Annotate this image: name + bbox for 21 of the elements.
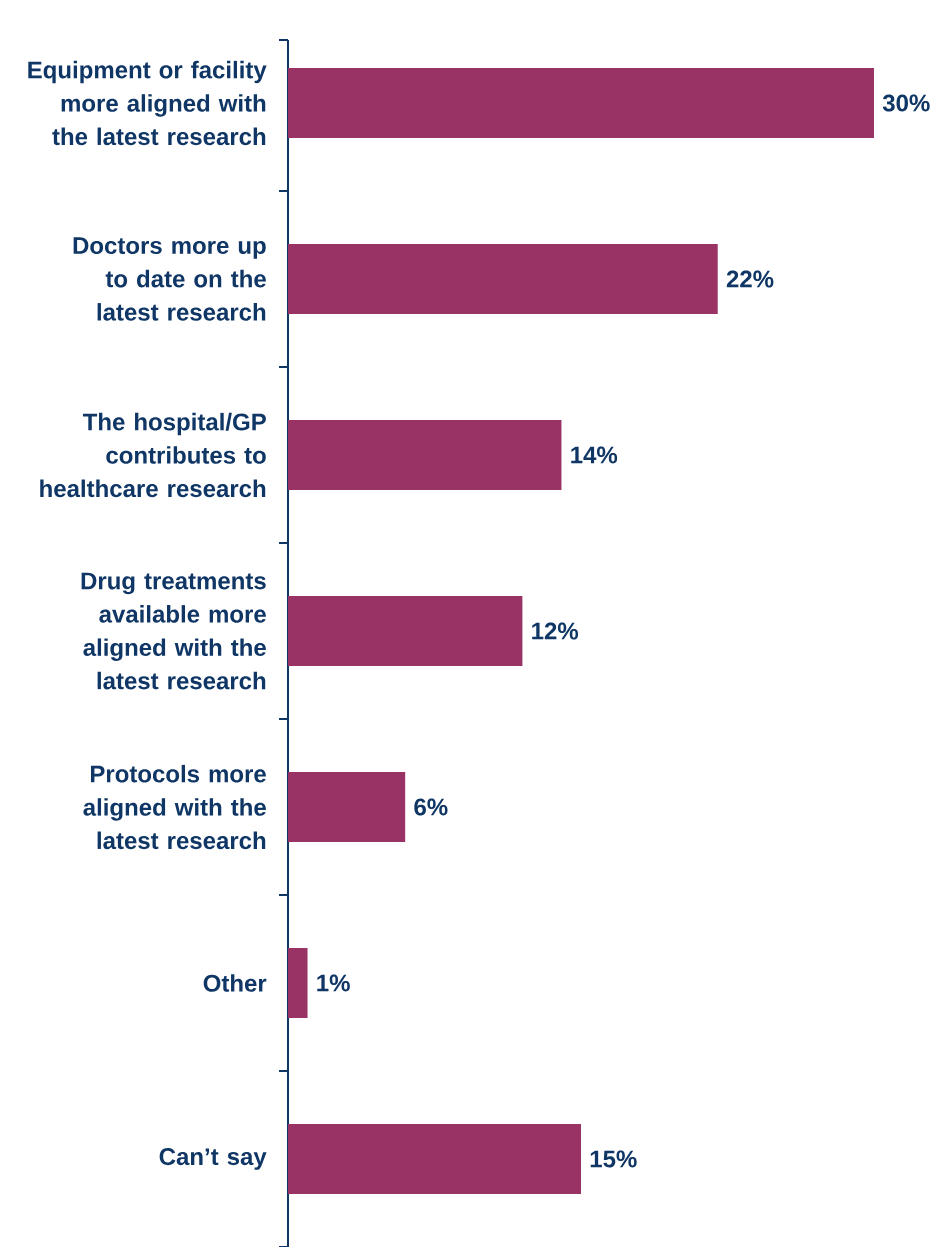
- y-tick-label: Equipment or facility more aligned with the latest research: [28, 60, 267, 146]
- y-tick-label: Doctors more up to date on the latest research: [73, 237, 266, 321]
- data-label: 15%: [590, 1150, 637, 1168]
- bar: [287, 948, 308, 1019]
- y-tick-label: Protocols more aligned with the latest research: [83, 764, 266, 850]
- bar: [287, 420, 562, 491]
- bar: [287, 244, 718, 315]
- y-tick-label: The hospital/GP contributes to healthcare research: [40, 412, 266, 498]
- data-label: 6%: [414, 798, 448, 816]
- data-label: 14%: [571, 446, 618, 464]
- data-label: 1%: [317, 974, 350, 992]
- data-label: 30%: [882, 94, 930, 112]
- y-tick-label: Other: [203, 974, 267, 992]
- bar: [287, 1124, 581, 1195]
- data-label: 12%: [532, 622, 579, 640]
- bar: [287, 68, 874, 139]
- y-tick-label: Drug treatments available more aligned with the latest research: [81, 572, 266, 690]
- data-label: 22%: [726, 270, 774, 288]
- bar: [287, 596, 523, 667]
- bar: [287, 772, 406, 843]
- y-tick-label: Can’t say: [159, 1148, 267, 1170]
